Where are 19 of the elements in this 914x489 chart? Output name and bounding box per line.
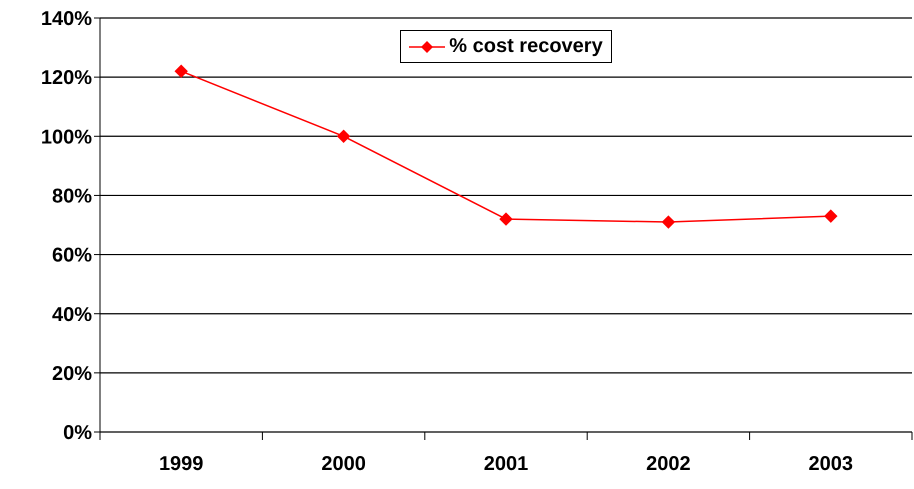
x-tick-label: 2002 — [646, 453, 691, 475]
point — [824, 210, 838, 223]
y-tick-label: 120% — [40, 67, 92, 90]
y-tick-label: 20% — [52, 362, 92, 385]
x-tick-label: 2003 — [808, 453, 854, 475]
point — [500, 212, 512, 226]
point — [337, 130, 350, 143]
y-tick-label: 60% — [52, 244, 92, 267]
y-tick-label: 40% — [52, 304, 92, 326]
legend-label: % cost recovery — [448, 35, 603, 58]
point — [174, 64, 188, 78]
y-tick-label: 140% — [40, 8, 92, 30]
y-tick-label: 80% — [52, 186, 92, 208]
x-tick-label: 1999 — [158, 453, 204, 475]
point — [662, 216, 675, 229]
x-tick-label: 2001 — [484, 453, 528, 475]
y-tick-label: 0% — [63, 422, 92, 444]
y-tick-label: 100% — [40, 126, 92, 148]
x-tick-label: 2000 — [321, 453, 366, 475]
